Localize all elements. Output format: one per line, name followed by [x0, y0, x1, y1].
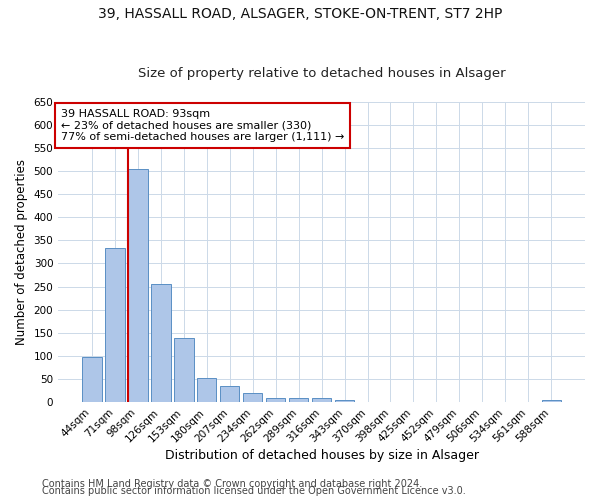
Bar — [128, 169, 148, 402]
Text: Contains HM Land Registry data © Crown copyright and database right 2024.: Contains HM Land Registry data © Crown c… — [42, 479, 422, 489]
Bar — [335, 400, 355, 402]
Bar — [312, 398, 331, 402]
Bar — [266, 398, 286, 402]
Bar — [197, 378, 217, 402]
Bar — [289, 398, 308, 402]
X-axis label: Distribution of detached houses by size in Alsager: Distribution of detached houses by size … — [164, 450, 479, 462]
Bar — [105, 248, 125, 402]
Bar — [220, 386, 239, 402]
Text: 39 HASSALL ROAD: 93sqm
← 23% of detached houses are smaller (330)
77% of semi-de: 39 HASSALL ROAD: 93sqm ← 23% of detached… — [61, 109, 344, 142]
Bar — [243, 392, 262, 402]
Bar — [82, 358, 101, 402]
Text: Contains public sector information licensed under the Open Government Licence v3: Contains public sector information licen… — [42, 486, 466, 496]
Bar — [174, 338, 194, 402]
Bar — [151, 284, 170, 402]
Title: Size of property relative to detached houses in Alsager: Size of property relative to detached ho… — [138, 66, 505, 80]
Y-axis label: Number of detached properties: Number of detached properties — [15, 159, 28, 345]
Text: 39, HASSALL ROAD, ALSAGER, STOKE-ON-TRENT, ST7 2HP: 39, HASSALL ROAD, ALSAGER, STOKE-ON-TREN… — [98, 8, 502, 22]
Bar — [542, 400, 561, 402]
